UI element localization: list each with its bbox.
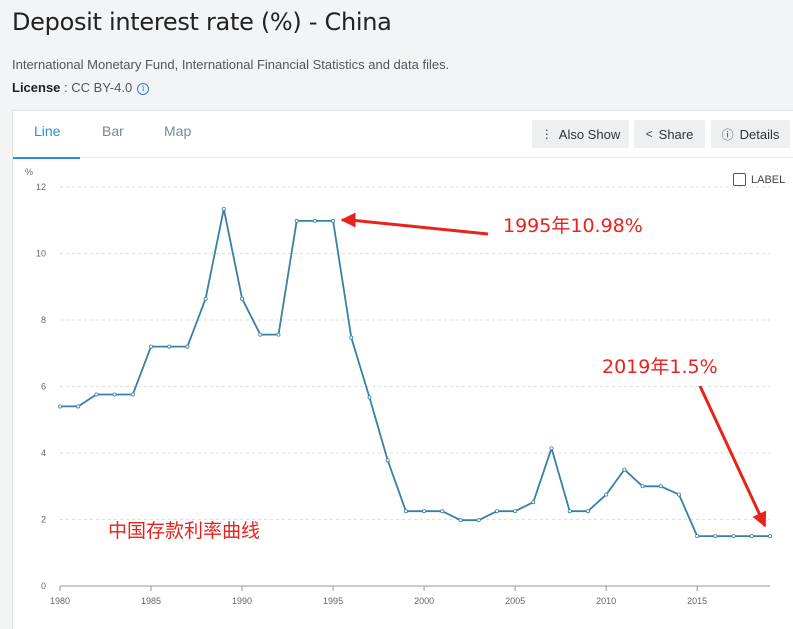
also-show-button[interactable]: ⋮ Also Show — [532, 120, 629, 148]
source-text: International Monetary Fund, Internation… — [12, 57, 450, 72]
vertical-dots-icon: ⋮ — [540, 127, 553, 141]
data-point — [531, 500, 536, 505]
details-label: Details — [739, 126, 780, 142]
data-point — [658, 484, 663, 489]
x-tick-label: 1985 — [141, 596, 161, 606]
data-point — [494, 509, 499, 514]
data-point — [768, 534, 773, 539]
data-point — [94, 392, 99, 397]
data-point — [403, 509, 408, 514]
data-point — [567, 509, 572, 514]
data-point — [476, 518, 481, 523]
series-line — [60, 207, 770, 537]
data-point — [622, 467, 627, 472]
y-tick-label: 4 — [41, 448, 46, 458]
data-point — [203, 296, 208, 301]
data-point — [585, 509, 590, 514]
y-axis-label: % — [25, 167, 33, 177]
label-toggle[interactable]: LABEL — [733, 173, 785, 186]
license-value: : CC BY-4.0 — [60, 80, 133, 95]
license-info-icon[interactable]: i — [137, 83, 150, 95]
details-info-icon: ⓘ — [721, 127, 734, 142]
share-label: Share — [658, 126, 694, 142]
annotation-2019: 2019年1.5% — [602, 356, 718, 378]
also-show-label: Also Show — [558, 126, 621, 142]
x-tick-label: 1990 — [232, 596, 252, 606]
data-point — [731, 534, 736, 539]
page-title: Deposit interest rate (%) - China — [12, 8, 392, 36]
data-point — [258, 332, 263, 337]
data-point — [312, 218, 317, 223]
data-point — [331, 218, 336, 223]
data-point — [76, 404, 81, 409]
y-tick-label: 0 — [41, 581, 46, 591]
data-point — [513, 509, 518, 514]
data-point — [149, 344, 154, 349]
x-tick-label: 1980 — [50, 596, 70, 606]
share-button[interactable]: < Share — [634, 120, 705, 148]
data-point — [604, 492, 609, 497]
label-toggle-text: LABEL — [751, 173, 786, 186]
y-tick-label: 2 — [41, 515, 46, 525]
annotation-arrow-2019 — [698, 385, 767, 528]
data-point — [294, 218, 299, 223]
y-tick-label: 10 — [36, 249, 46, 259]
tab-divider — [80, 157, 793, 158]
data-point — [458, 518, 463, 523]
y-tick-label: 12 — [36, 182, 46, 192]
details-button[interactable]: ⓘ Details — [711, 120, 790, 148]
x-tick-label: 2010 — [596, 596, 616, 606]
data-point — [422, 509, 427, 514]
data-point — [640, 484, 645, 489]
license-label: License — [12, 80, 61, 95]
tab-line[interactable]: Line — [34, 123, 61, 139]
data-point — [749, 534, 754, 539]
y-tick-label: 6 — [41, 382, 46, 392]
data-point — [385, 458, 390, 463]
data-point — [349, 335, 354, 340]
x-tick-label: 1995 — [323, 596, 343, 606]
data-point — [167, 344, 172, 349]
x-tick-label: 2015 — [687, 596, 707, 606]
y-tick-label: 8 — [41, 315, 46, 325]
tab-map[interactable]: Map — [164, 123, 192, 139]
data-point — [240, 296, 245, 301]
data-point — [185, 344, 190, 349]
license-line: License : CC BY-4.0 i — [12, 80, 150, 95]
data-point — [440, 509, 445, 514]
active-tab-indicator — [13, 157, 80, 159]
data-point — [367, 395, 372, 400]
data-point — [130, 392, 135, 397]
label-checkbox[interactable] — [733, 173, 746, 186]
annotation-1995: 1995年10.98% — [503, 215, 643, 237]
x-tick-label: 2005 — [505, 596, 525, 606]
data-point — [58, 404, 63, 409]
data-point — [549, 446, 554, 451]
share-icon: < — [645, 127, 653, 141]
x-tick-label: 2000 — [414, 596, 434, 606]
annotation-caption: 中国存款利率曲线 — [108, 520, 260, 542]
data-point — [276, 332, 281, 337]
data-point — [221, 206, 226, 211]
data-point — [112, 392, 117, 397]
data-point — [695, 534, 700, 539]
data-point — [676, 492, 681, 497]
annotation-arrow-1995 — [340, 212, 489, 236]
tab-bar[interactable]: Bar — [102, 123, 124, 139]
data-point — [713, 534, 718, 539]
